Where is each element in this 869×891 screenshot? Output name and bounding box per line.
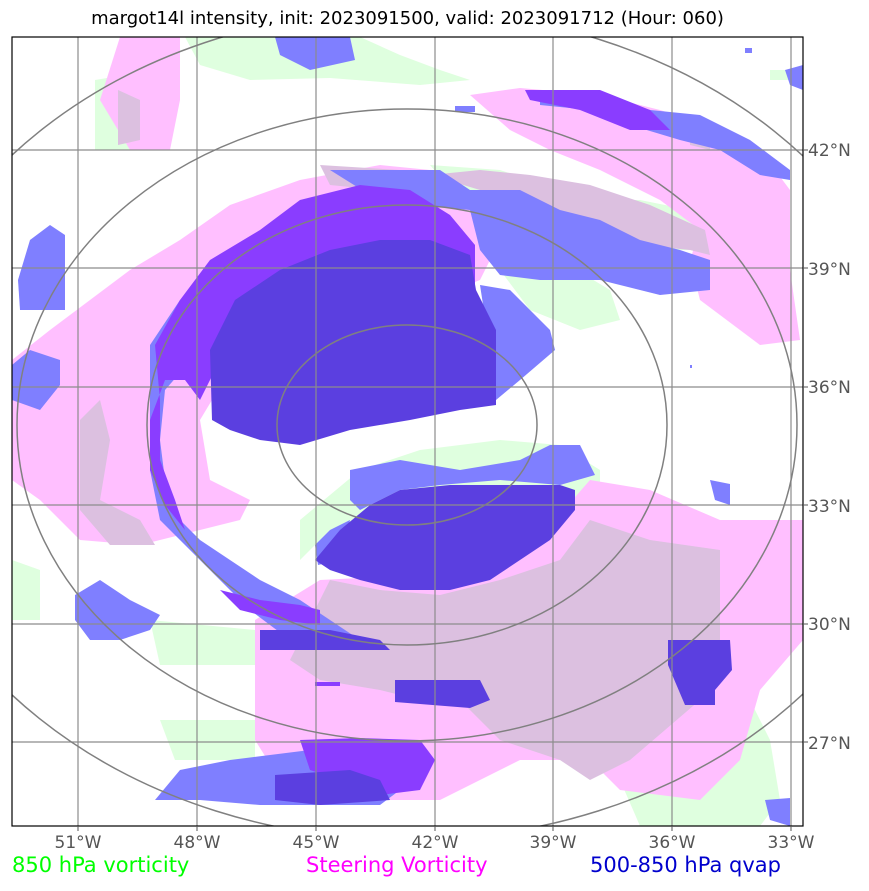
lat-label: 39°N xyxy=(808,260,851,280)
longitude-labels: 51°W 48°W 45°W 42°W 39°W 36°W 33°W xyxy=(55,833,815,853)
lon-label: 42°W xyxy=(412,833,459,853)
lat-label: 30°N xyxy=(808,615,851,635)
lon-label: 39°W xyxy=(530,833,577,853)
qvap-high-field xyxy=(210,240,732,805)
range-ring xyxy=(146,204,668,646)
axis-ticks xyxy=(77,149,808,831)
map-title: margot14l intensity, init: 2023091500, v… xyxy=(91,8,724,29)
graticule xyxy=(12,37,803,826)
legend-850-vorticity: 850 hPa vorticity xyxy=(12,853,190,877)
lon-label: 48°W xyxy=(174,833,221,853)
map-frame xyxy=(11,36,804,827)
lat-label: 27°N xyxy=(808,734,851,754)
lon-label: 33°W xyxy=(768,833,815,853)
latitude-labels: 42°N 39°N 36°N 33°N 30°N 27°N xyxy=(808,141,851,754)
range-rings xyxy=(12,37,803,826)
lon-label: 45°W xyxy=(293,833,340,853)
lat-label: 33°N xyxy=(808,497,851,517)
legend-steering-vorticity: Steering Vorticity xyxy=(306,853,488,877)
lon-label: 36°W xyxy=(649,833,696,853)
lat-label: 42°N xyxy=(808,141,851,161)
range-ring xyxy=(16,108,798,742)
lat-label: 36°N xyxy=(808,378,851,398)
range-ring xyxy=(276,324,538,526)
legend-qvap: 500-850 hPa qvap xyxy=(590,853,781,877)
lon-label: 51°W xyxy=(55,833,102,853)
